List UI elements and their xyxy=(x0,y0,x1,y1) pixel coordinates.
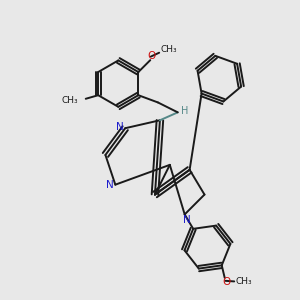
Text: N: N xyxy=(106,180,114,190)
Text: CH₃: CH₃ xyxy=(161,45,177,54)
Text: N: N xyxy=(116,122,124,132)
Text: H: H xyxy=(181,106,188,116)
Text: CH₃: CH₃ xyxy=(236,277,252,286)
Text: N: N xyxy=(183,215,191,225)
Text: CH₃: CH₃ xyxy=(62,96,78,105)
Text: O: O xyxy=(148,51,156,61)
Text: O: O xyxy=(222,277,230,287)
